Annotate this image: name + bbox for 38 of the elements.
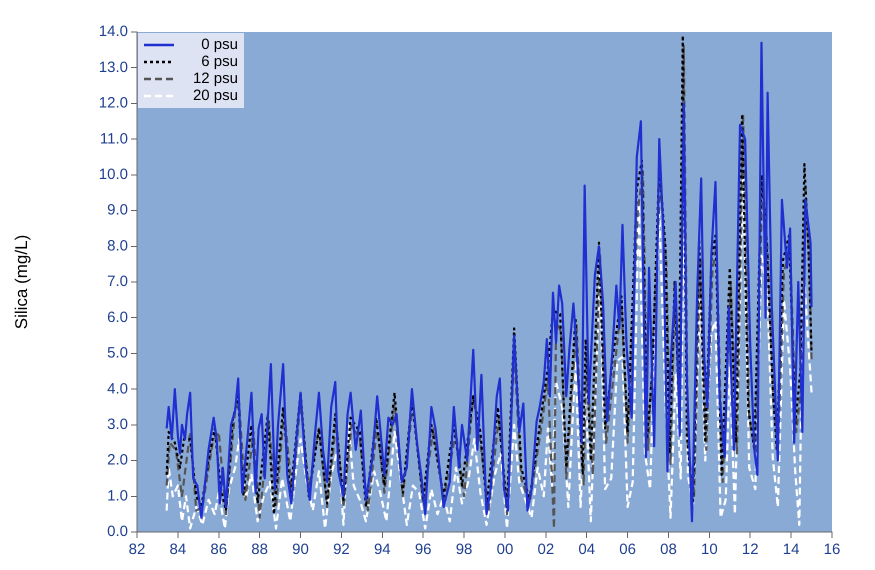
- x-tick-label: 98: [456, 541, 472, 558]
- y-tick-label: 0.0: [107, 523, 128, 540]
- x-tick-label: 84: [170, 541, 186, 558]
- y-tick-label: 14.0: [98, 23, 128, 40]
- x-tick-label: 96: [414, 541, 432, 558]
- x-tick-label: 14: [782, 541, 800, 558]
- x-tick-label: 94: [374, 541, 391, 558]
- legend-label: 0 psu: [200, 36, 238, 53]
- y-tick-label: 12.0: [98, 94, 128, 112]
- y-axis-title: Silica (mg/L): [12, 234, 31, 330]
- x-tick-label: 00: [496, 541, 514, 558]
- legend-label: 12 psu: [192, 70, 238, 87]
- x-tick-label: 10: [701, 541, 718, 558]
- y-tick-label: 8.0: [107, 237, 128, 254]
- x-tick-label: 12: [742, 541, 759, 558]
- x-tick-label: 04: [578, 541, 596, 558]
- y-tick-label: 6.0: [107, 308, 128, 326]
- y-tick-label: 7.0: [107, 273, 128, 290]
- legend-label: 6 psu: [200, 53, 238, 70]
- x-tick-label: 16: [824, 541, 840, 558]
- x-tick-label: 86: [210, 541, 228, 558]
- y-tick-label: 13.0: [98, 58, 128, 76]
- y-tick-label: 10.0: [98, 166, 128, 183]
- y-tick-label: 3.0: [107, 416, 128, 433]
- x-tick-label: 08: [660, 541, 677, 558]
- x-tick-label: 02: [537, 541, 554, 558]
- x-tick-label: 92: [333, 541, 350, 558]
- x-tick-label: 06: [619, 541, 636, 558]
- x-tick-label: 82: [128, 541, 146, 558]
- y-tick-label: 1.0: [107, 487, 128, 504]
- legend-label: 20 psu: [192, 87, 238, 104]
- y-tick-label: 9.0: [107, 202, 128, 219]
- x-tick-label: 88: [251, 541, 268, 558]
- y-tick-label: 5.0: [107, 344, 128, 362]
- y-tick-label: 4.0: [107, 380, 128, 398]
- y-tick-label: 2.0: [107, 452, 128, 469]
- y-tick-label: 11.0: [100, 130, 128, 148]
- x-tick-label: 90: [292, 541, 309, 558]
